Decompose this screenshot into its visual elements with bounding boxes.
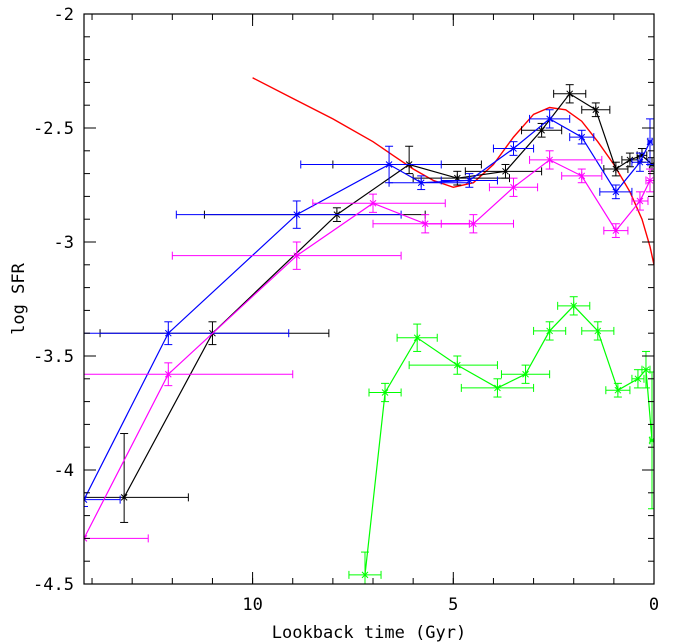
y-axis-label: log SFR	[9, 262, 29, 334]
marker	[84, 498, 88, 503]
series-line	[84, 159, 651, 539]
data-point	[641, 350, 651, 389]
data-point	[368, 382, 402, 403]
data-point	[553, 84, 587, 104]
series-layer	[84, 84, 654, 584]
model-curve-layer	[252, 77, 654, 265]
series-2	[84, 109, 654, 507]
data-point	[581, 102, 611, 118]
series-line	[84, 118, 651, 500]
data-point	[569, 129, 595, 145]
data-point	[603, 223, 629, 238]
data-point	[84, 362, 294, 387]
data-point	[84, 433, 189, 523]
data-point	[171, 241, 402, 270]
data-point	[300, 145, 442, 184]
y-tick-label: -3.5	[33, 347, 74, 367]
data-point	[631, 152, 649, 172]
series-line	[123, 93, 653, 498]
data-point	[464, 163, 543, 179]
data-point	[561, 168, 603, 184]
data-point	[557, 296, 591, 316]
data-point	[460, 378, 535, 398]
data-point	[492, 141, 535, 156]
series-4	[348, 296, 654, 584]
y-tick-label: -2.5	[33, 119, 74, 139]
data-point	[529, 150, 603, 170]
data-point	[603, 161, 629, 177]
data-point	[529, 109, 571, 129]
data-point	[599, 184, 633, 200]
data-point	[175, 200, 402, 229]
data-point	[408, 355, 498, 375]
y-tick-label: -4	[54, 461, 74, 481]
data-point	[488, 177, 539, 197]
data-point	[533, 321, 567, 341]
y-tick-label: -4.5	[33, 575, 74, 595]
data-point	[500, 364, 551, 384]
marker	[84, 496, 88, 501]
data-point	[581, 321, 615, 341]
y-tick-label: -2	[54, 5, 74, 25]
x-axis-label: Lookback time (Gyr)	[272, 623, 466, 643]
y-tick-label: -3	[54, 233, 74, 253]
series-line	[364, 304, 653, 575]
data-point	[440, 173, 498, 188]
marker	[84, 537, 88, 542]
data-point	[645, 168, 654, 193]
plot-frame	[83, 13, 655, 585]
data-point	[621, 152, 639, 168]
data-point	[631, 191, 649, 211]
data-point	[348, 551, 382, 584]
marker	[84, 535, 88, 540]
data-point	[645, 118, 654, 165]
data-point	[332, 145, 482, 175]
x-tick-label: 0	[649, 595, 659, 615]
data-point	[605, 382, 631, 398]
model-curve	[252, 77, 654, 265]
series-3	[84, 150, 654, 543]
data-point	[631, 369, 645, 389]
ticks-layer: -4.5 -4 -3.5 -3 -2.5 -2 10 5 0	[33, 5, 659, 615]
data-point	[647, 371, 654, 510]
series-1	[84, 84, 654, 523]
data-point	[312, 193, 446, 213]
data-point	[440, 214, 515, 234]
x-tick-label: 5	[448, 595, 458, 615]
data-point	[396, 323, 438, 352]
x-tick-label: 10	[242, 595, 262, 615]
